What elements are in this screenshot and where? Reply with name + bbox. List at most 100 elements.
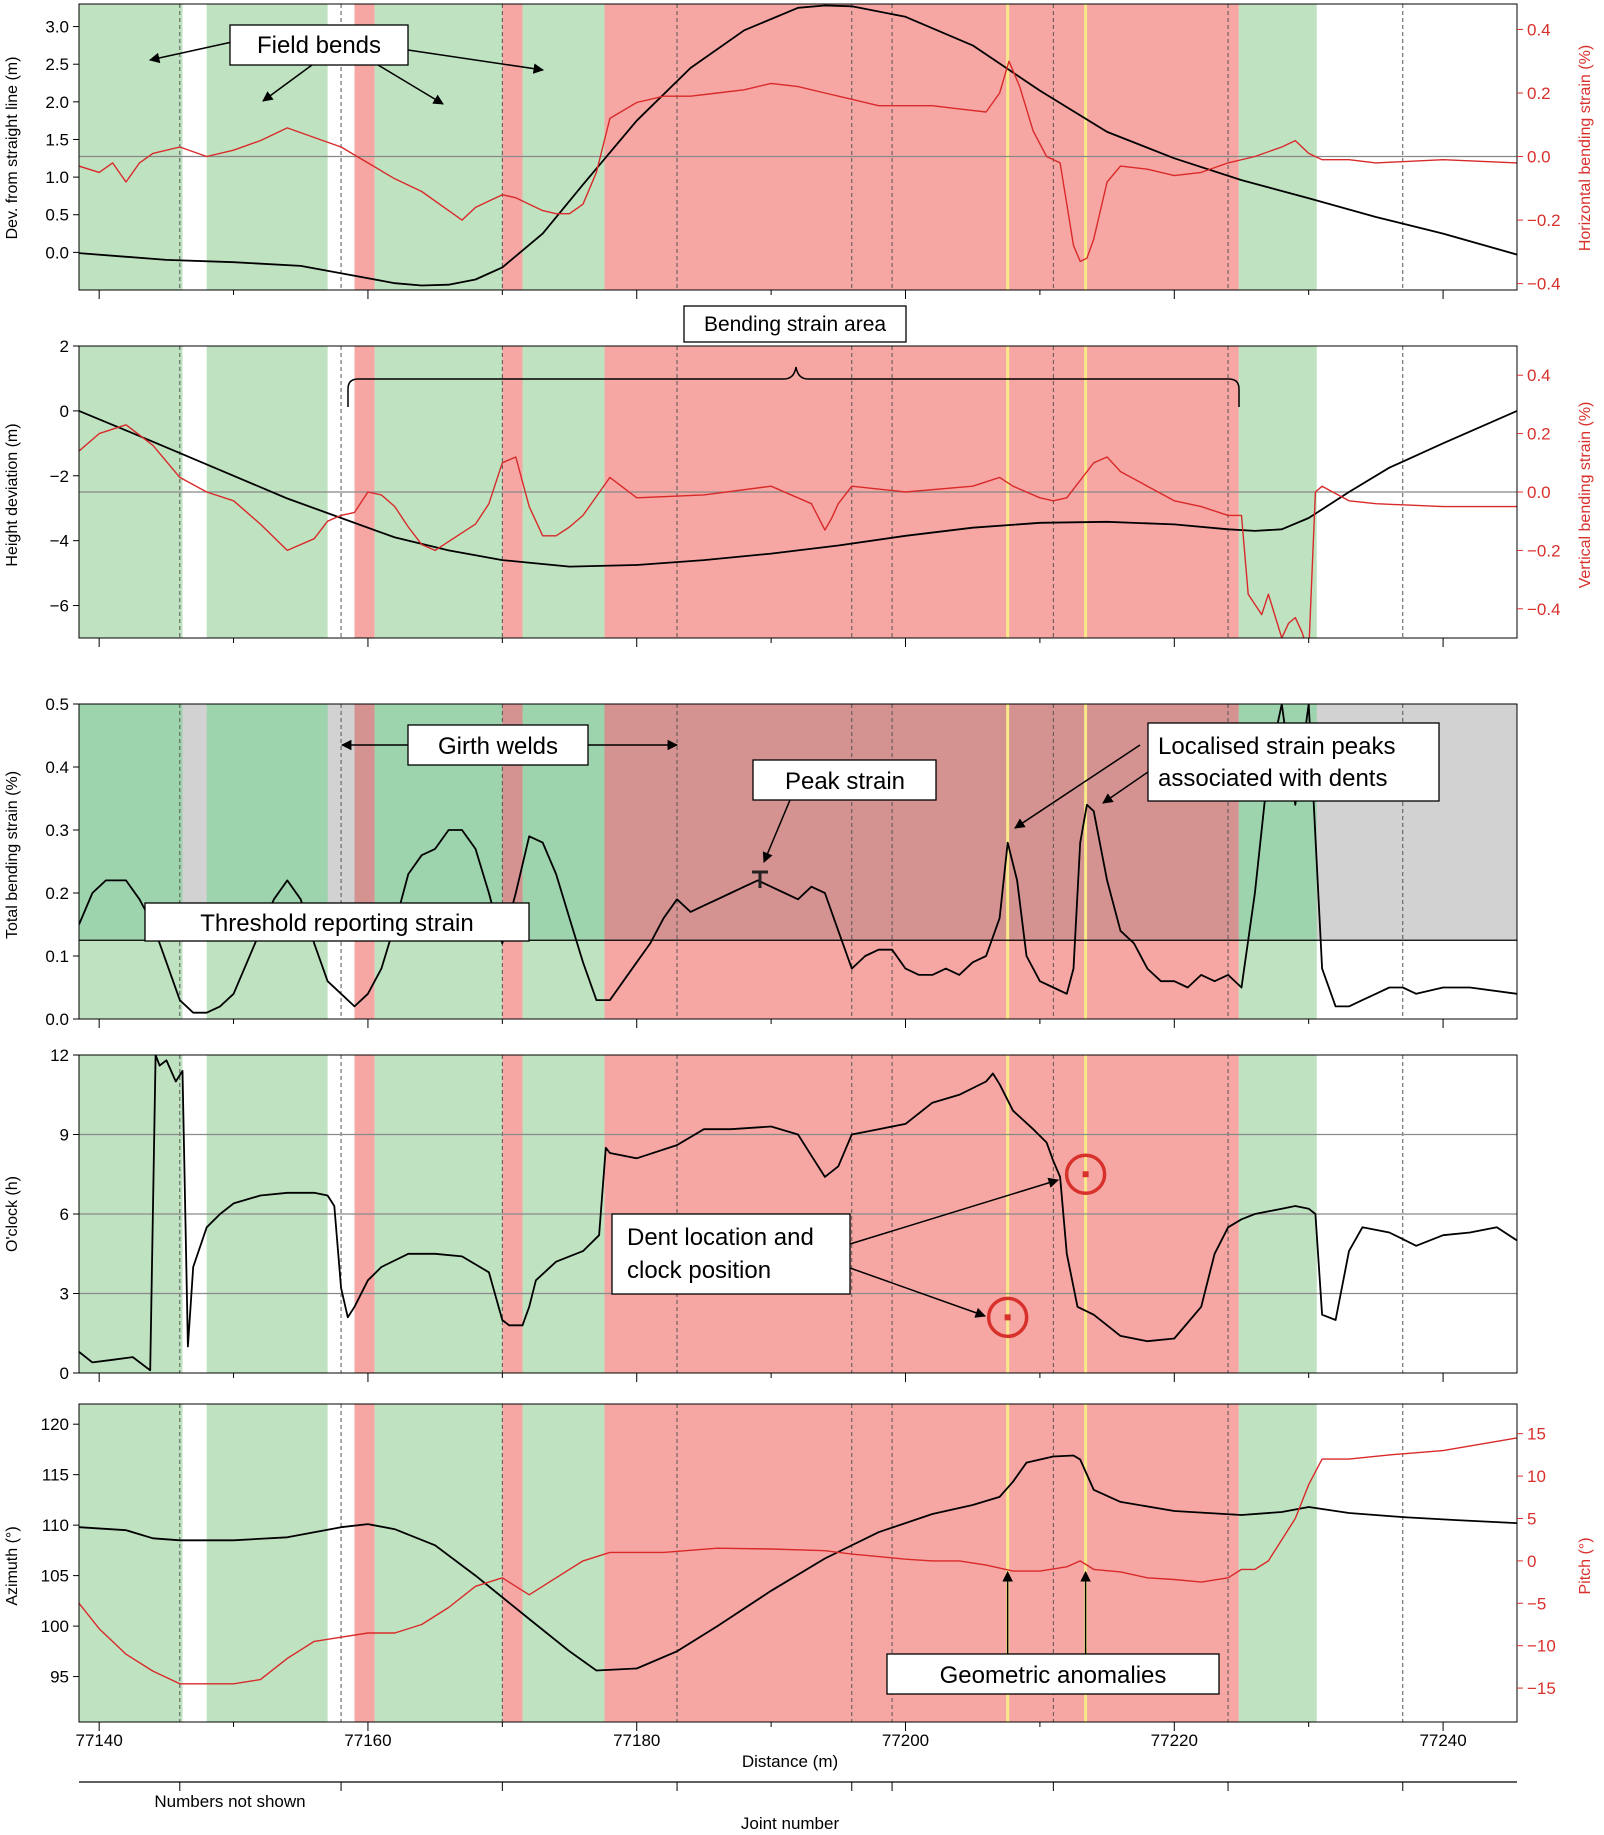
- dent-location-arrow: [849, 1267, 986, 1318]
- dent-location-line1: Dent location and: [627, 1224, 814, 1251]
- y-tick-label: 100: [41, 1617, 69, 1636]
- y-tick-label: 12: [50, 1046, 69, 1065]
- y-tick-label: 0.0: [45, 1010, 69, 1029]
- y2-tick-label: −0.2: [1527, 541, 1561, 560]
- peak-strain-label: Peak strain: [785, 768, 905, 795]
- bending-strain-area-box: [683, 305, 907, 343]
- y-tick-labels: 0.0 0.1 0.2 0.3 0.4 0.5: [45, 695, 79, 1029]
- threshold-annotation: Threshold reporting strain: [144, 902, 530, 942]
- y-tick-label: 1.0: [45, 168, 69, 187]
- girth-welds-annotation: Girth welds: [340, 724, 679, 766]
- y2-axis-label: Vertical bending strain (%): [1577, 402, 1594, 589]
- y-tick-label: 105: [41, 1567, 69, 1586]
- peak-strain-annotation: Peak strain: [752, 759, 937, 888]
- zone-green: [79, 1404, 183, 1722]
- y-axis-label: Dev. from straight line (m): [4, 57, 21, 240]
- y2-tick-label: 0.4: [1527, 366, 1551, 385]
- y2-tick-label: −15: [1527, 1679, 1556, 1698]
- series-line-left: [79, 4, 1517, 287]
- plot-frame: [78, 703, 1518, 1020]
- zone-green: [522, 1404, 605, 1722]
- y-tick-label: −2: [50, 467, 69, 486]
- field-bends-label: Field bends: [257, 32, 381, 59]
- x-ticks: [98, 1722, 1444, 1731]
- series-lines: [79, 1437, 1517, 1685]
- y-tick-label: 9: [60, 1126, 69, 1145]
- y-tick-label: 2.0: [45, 93, 69, 112]
- dent-marker-ring: [986, 1296, 1029, 1339]
- x-tick-label: 77220: [1151, 1731, 1198, 1750]
- zone-green: [374, 1404, 503, 1722]
- series-line-left: [79, 1454, 1517, 1672]
- series-line-right: [79, 60, 1517, 263]
- y2-tick-label: 15: [1527, 1425, 1546, 1444]
- x-tick-label: 77240: [1419, 1731, 1466, 1750]
- y2-tick-labels: −0.4 −0.2 0.0 0.2 0.4: [1517, 20, 1561, 294]
- y-tick-label: 1.5: [45, 130, 69, 149]
- y-tick-labels: 2 0 −2 −4 −6: [50, 337, 79, 616]
- field-bends-arrow: [377, 64, 444, 105]
- joint-numbers-note: Numbers not shown: [154, 1792, 305, 1811]
- dent-location-annotation: Dent location and clock position: [611, 1177, 1060, 1318]
- localised-peaks-line1: Localised strain peaks: [1158, 733, 1395, 760]
- x-tick-label: 77180: [613, 1731, 660, 1750]
- y2-tick-label: −0.4: [1527, 600, 1561, 619]
- y2-tick-label: 0.2: [1527, 425, 1551, 444]
- y-tick-label: 2.5: [45, 55, 69, 74]
- series-lines: [79, 4, 1517, 287]
- x-tick-label: 77160: [344, 1731, 391, 1750]
- y-tick-label: 0.1: [45, 947, 69, 966]
- dent-marker-center: [1004, 1314, 1011, 1321]
- y-axis-label: O'clock (h): [4, 1176, 21, 1252]
- field-bends-annotation: Field bends: [148, 24, 545, 105]
- series-lines: [79, 1055, 1517, 1372]
- zone-green: [1238, 4, 1317, 290]
- zone-red: [354, 4, 375, 290]
- dent-markers: [986, 1153, 1107, 1339]
- series-line-right: [79, 1437, 1517, 1685]
- dent-location-arrow: [849, 1177, 1060, 1245]
- zone-green-above-threshold: [79, 704, 183, 941]
- y2-tick-labels: 15 10 5 0 −5 −10 −15: [1517, 1425, 1556, 1698]
- threshold-label: Threshold reporting strain: [200, 910, 473, 937]
- geometric-anomalies-box: [886, 1653, 1220, 1695]
- y-tick-label: 6: [60, 1205, 69, 1224]
- y-tick-label: 0: [60, 402, 69, 421]
- peak-strain-marker: [752, 870, 768, 888]
- y2-tick-label: −5: [1527, 1594, 1546, 1613]
- y-axis-label: Total bending strain (%): [4, 771, 21, 939]
- geometric-anomalies-label: Geometric anomalies: [940, 1662, 1167, 1689]
- x-ticks: [98, 1373, 1444, 1382]
- peak-strain-arrow: [762, 799, 791, 863]
- zone-red: [354, 1404, 375, 1722]
- plot-frame: [78, 3, 1518, 291]
- y-tick-label: 95: [50, 1668, 69, 1687]
- y-tick-label: −6: [50, 597, 69, 616]
- field-bends-box: [229, 24, 409, 66]
- series-line-left: [79, 410, 1517, 568]
- girth-welds-label: Girth welds: [438, 733, 558, 760]
- y2-tick-label: −0.2: [1527, 211, 1561, 230]
- y-tick-label: 0.5: [45, 206, 69, 225]
- y-tick-label: 110: [42, 1516, 69, 1535]
- y2-tick-label: 0.0: [1527, 148, 1551, 167]
- y2-tick-label: −0.4: [1527, 275, 1561, 294]
- y2-tick-label: 5: [1527, 1509, 1536, 1528]
- threshold-box: [144, 902, 530, 942]
- y2-axis-label: Horizontal bending strain (%): [1577, 45, 1594, 251]
- x-ticks: [98, 290, 1444, 299]
- anomaly-lines: [1006, 704, 1088, 1019]
- zone-green: [522, 4, 605, 290]
- bending-strain-area-label: Bending strain area: [704, 313, 886, 336]
- y-tick-labels: 95 100 105 110 115 120: [41, 1415, 79, 1687]
- dent-marker-ring: [1064, 1153, 1107, 1195]
- y-tick-label: 2: [60, 337, 69, 356]
- zone-green-above-threshold: [206, 704, 328, 941]
- peak-strain-box: [752, 759, 937, 801]
- y2-tick-label: 0.4: [1527, 20, 1551, 39]
- y-tick-label: 3.0: [45, 18, 69, 37]
- y-tick-label: 0.3: [45, 821, 69, 840]
- bending-strain-area-annotation: Bending strain area: [347, 305, 1240, 407]
- joint-ticks: [179, 1782, 1404, 1791]
